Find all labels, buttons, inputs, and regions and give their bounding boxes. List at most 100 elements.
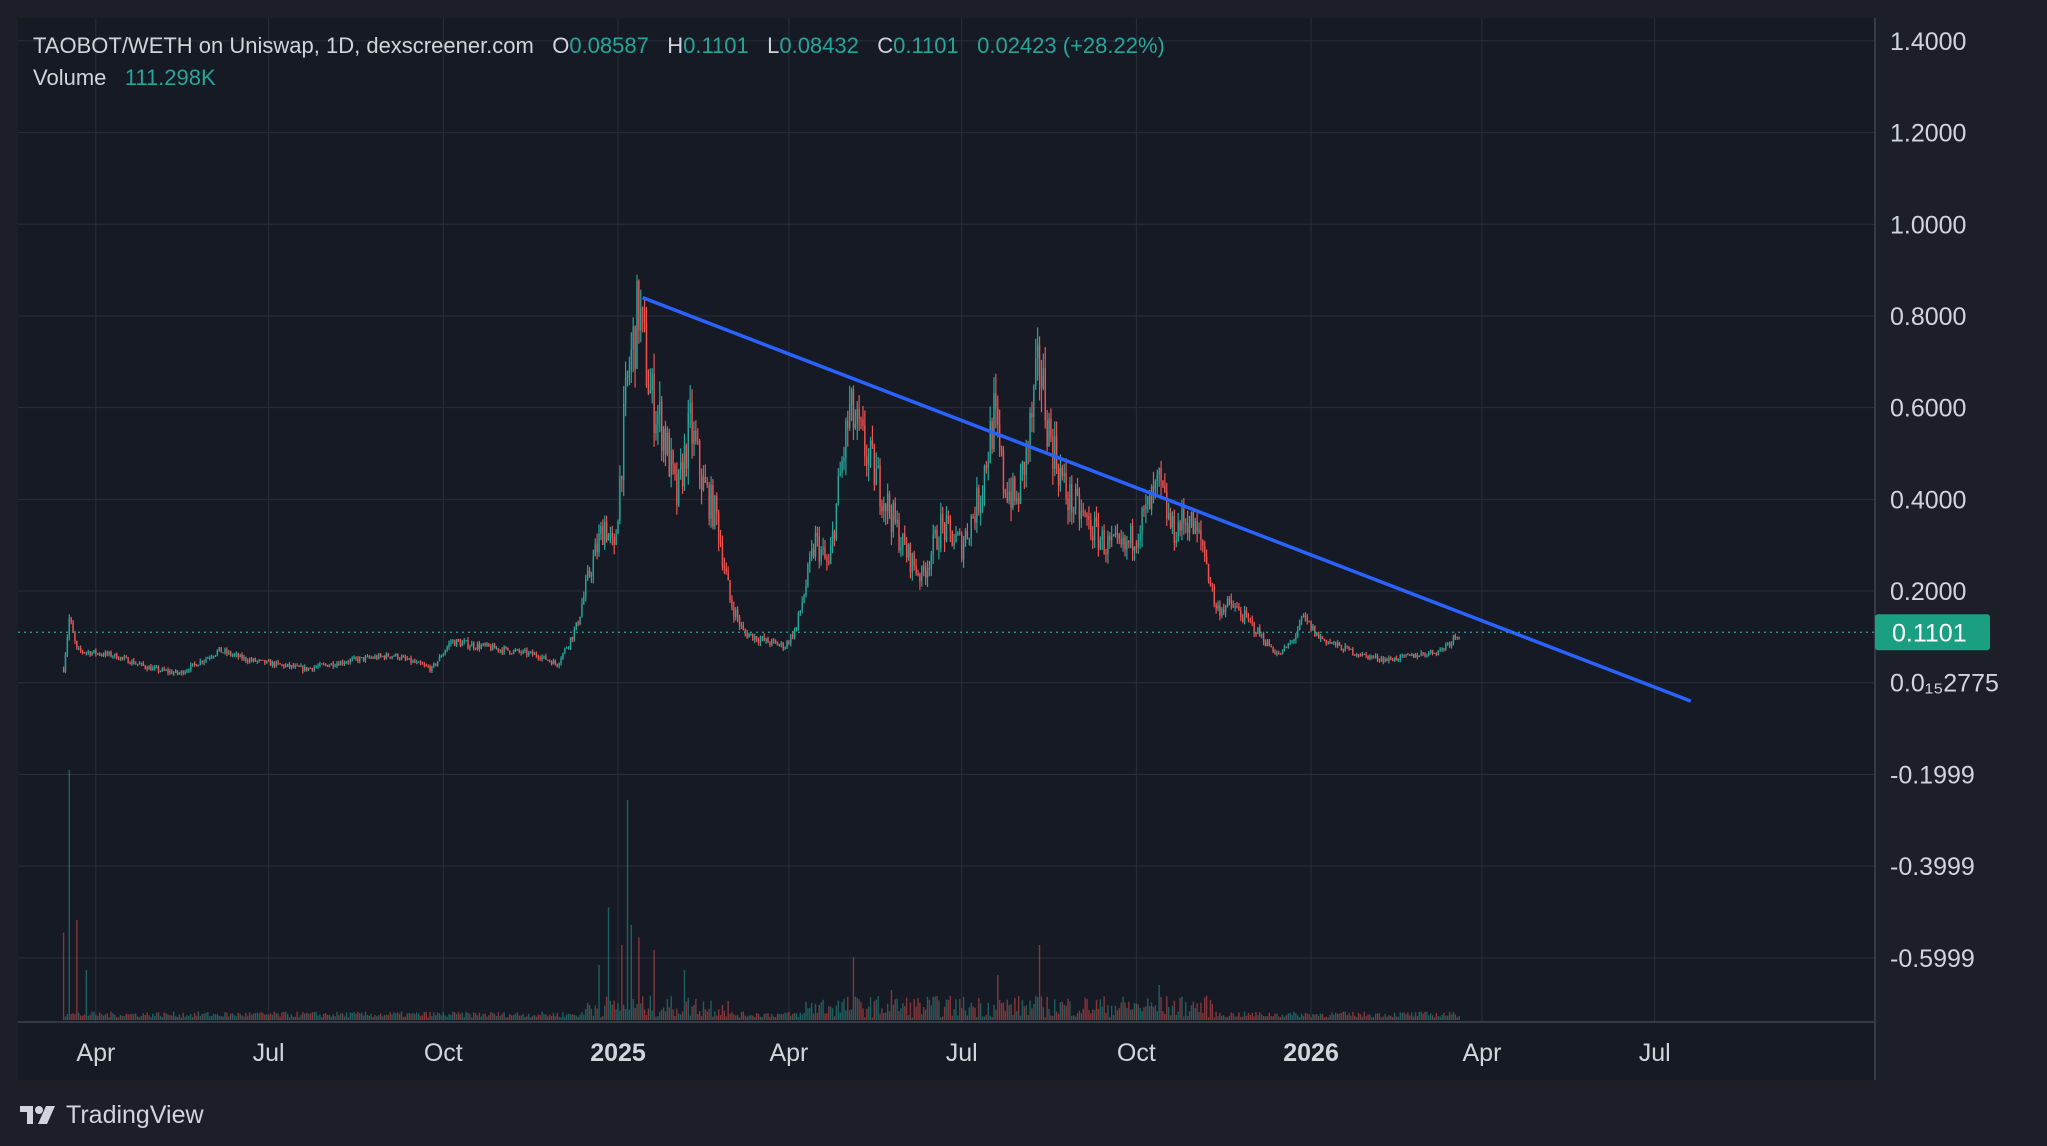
volume-bar (1281, 1014, 1284, 1020)
candle-body (370, 657, 372, 659)
volume-bar (843, 998, 845, 1020)
volume-bar (902, 1003, 904, 1020)
candle-body (1074, 488, 1077, 510)
candle-body (569, 637, 572, 647)
candle-body (1369, 655, 1371, 659)
candle-body (721, 544, 724, 567)
candle-body (1137, 540, 1139, 548)
volume-bar (334, 1016, 336, 1020)
volume-bar (64, 1016, 67, 1020)
volume-bar (605, 996, 608, 1020)
volume-bar (579, 1014, 581, 1020)
volume-bar (1101, 1006, 1103, 1020)
volume-bar (736, 1014, 739, 1020)
candle-body (226, 649, 228, 654)
candle-body (1173, 515, 1176, 544)
volume-bar (279, 1016, 281, 1020)
volume-bar (1262, 1016, 1265, 1020)
candle-body (822, 547, 824, 550)
volume-bar (943, 1006, 946, 1020)
volume-bar (459, 1014, 462, 1020)
candle-body (571, 637, 574, 640)
candle-body (235, 653, 238, 655)
candle-body (866, 456, 868, 466)
candle-body (856, 408, 858, 424)
volume-bar (1378, 1013, 1381, 1020)
volume-bar (921, 1014, 923, 1020)
candle-body (433, 663, 435, 667)
volume-bar (1204, 997, 1206, 1020)
volume-bar (1355, 1017, 1358, 1020)
volume-bar (1359, 1014, 1362, 1020)
candle-body (1012, 477, 1014, 508)
volume-bar (1074, 1016, 1077, 1020)
volume-bar (121, 1016, 124, 1020)
volume-bar (482, 1014, 484, 1020)
tradingview-branding[interactable]: TradingView (18, 1098, 204, 1132)
candle-body (1040, 375, 1043, 388)
candle-body (112, 656, 114, 658)
candle-body (389, 656, 391, 658)
volume-bar (1088, 1010, 1090, 1020)
volume-bar (651, 1010, 653, 1020)
volume-bar (573, 1014, 576, 1020)
volume-bar (660, 1009, 663, 1020)
candle-body (345, 662, 348, 664)
volume-bar (256, 1012, 258, 1020)
candle-body (1448, 643, 1451, 646)
candle-body (790, 634, 792, 644)
candle-body (288, 664, 291, 668)
volume-value: 111.298K (124, 65, 216, 90)
volume-bar (856, 997, 858, 1020)
volume-bar (845, 1010, 847, 1020)
volume-bar (1445, 1015, 1447, 1020)
volume-bar (1055, 1011, 1058, 1020)
candle-body (573, 629, 576, 640)
candle-body (1456, 637, 1458, 639)
volume-bar (1173, 1000, 1176, 1020)
volume-bar (313, 1011, 315, 1020)
candle-body (1086, 514, 1088, 517)
volume-bar (1093, 1009, 1096, 1020)
candle-body (1452, 635, 1455, 642)
candle-body (503, 646, 505, 654)
candle-body (1065, 472, 1067, 500)
volume-bar (1048, 1008, 1050, 1020)
volume-bar (623, 1004, 625, 1020)
candle-body (814, 533, 817, 557)
candle-body (1365, 654, 1367, 656)
volume-bar (1452, 1011, 1455, 1020)
volume-bar (636, 1003, 638, 1020)
volume-bar (869, 997, 872, 1020)
candle-body (619, 476, 621, 521)
candle-body (1055, 436, 1058, 468)
candle-body (911, 553, 914, 573)
volume-bar (74, 1014, 76, 1020)
volume-bar (328, 1014, 331, 1020)
candle-body (727, 571, 729, 581)
candle-body (326, 664, 329, 667)
candle-body (837, 476, 839, 504)
candle-body (1397, 659, 1400, 661)
candle-body (256, 660, 258, 662)
volume-bar (928, 999, 931, 1020)
candle-body (1186, 523, 1189, 533)
candle-body (1407, 654, 1409, 656)
volume-bar (571, 1014, 574, 1020)
candle-body (1000, 448, 1003, 452)
candle-body (1200, 530, 1202, 540)
volume-bar (577, 1016, 579, 1020)
candle-body (1281, 649, 1284, 655)
candle-body (659, 401, 661, 414)
candle-body (296, 665, 298, 667)
volume-bar (258, 1013, 260, 1020)
volume-bar (224, 1012, 226, 1020)
candle-body (248, 659, 251, 663)
candle-body (624, 377, 627, 404)
candle-body (1002, 451, 1005, 491)
candle-body (83, 652, 86, 654)
volume-bar (478, 1012, 481, 1020)
candle-body (1264, 642, 1267, 646)
volume-bar (89, 1014, 91, 1020)
